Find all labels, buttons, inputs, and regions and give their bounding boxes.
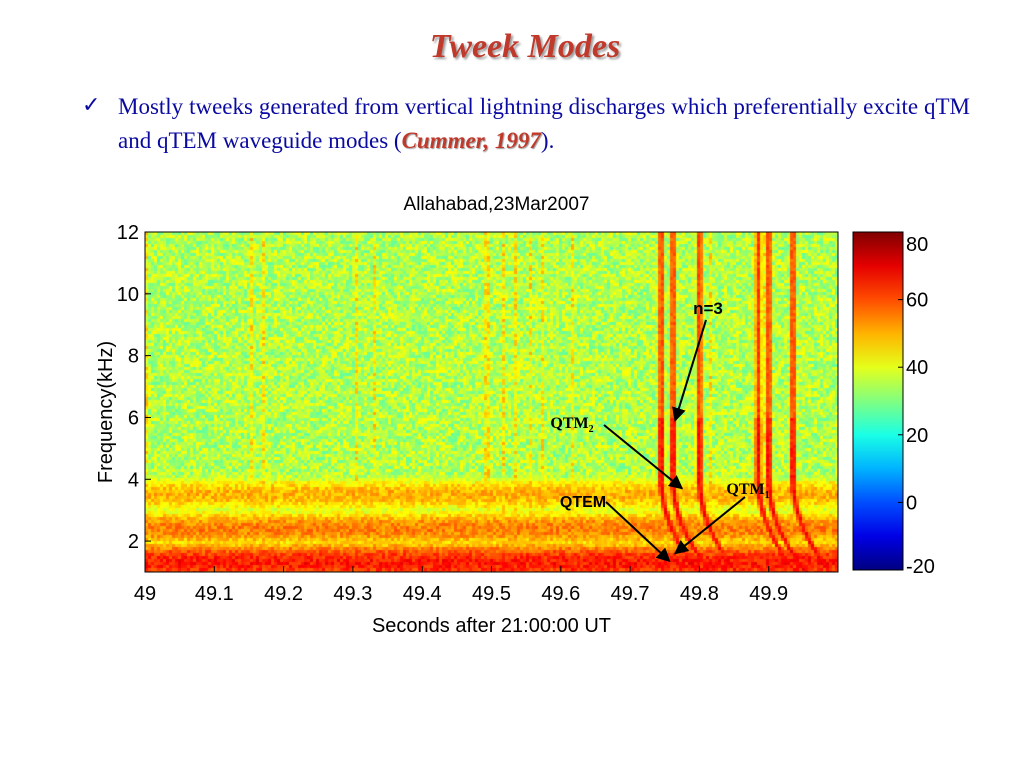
annotation-label: QTM1 bbox=[726, 481, 769, 501]
checkmark-icon: ✓ bbox=[82, 92, 101, 117]
y-tick-label: 10 bbox=[117, 284, 139, 306]
annotation-arrow bbox=[674, 496, 746, 555]
spectrogram-image bbox=[145, 232, 838, 572]
colorbar-tick-label: 20 bbox=[906, 425, 928, 447]
x-tick-label: 49 bbox=[134, 583, 156, 605]
x-tick-label: 49.4 bbox=[403, 583, 442, 605]
colorbar-tick-label: 40 bbox=[906, 357, 928, 379]
x-axis-label: Seconds after 21:00:00 UT bbox=[372, 615, 611, 637]
citation: Cummer, 1997 bbox=[401, 128, 541, 153]
y-tick-label: 6 bbox=[128, 407, 139, 429]
x-tick-label: 49.5 bbox=[472, 583, 511, 605]
x-tick-label: 49.3 bbox=[333, 583, 372, 605]
x-tick-label: 49.6 bbox=[541, 583, 580, 605]
colorbar-tick-label: 60 bbox=[906, 290, 928, 312]
slide-title: Tweek Modes bbox=[429, 28, 621, 65]
x-tick-label: 49.2 bbox=[264, 583, 303, 605]
y-tick-label: 2 bbox=[128, 531, 139, 553]
y-axis-label: Frequency(kHz) bbox=[95, 341, 117, 483]
bullet-end: ). bbox=[540, 128, 555, 153]
annotation-arrow bbox=[672, 319, 707, 422]
annotation-arrow bbox=[603, 424, 684, 490]
colorbar-tick-label: 80 bbox=[906, 234, 928, 256]
annotation-arrow bbox=[605, 501, 671, 563]
colorbar-tick-label: 0 bbox=[906, 492, 917, 514]
y-tick-label: 8 bbox=[128, 346, 139, 368]
y-tick-label: 4 bbox=[128, 469, 139, 491]
annotation-label: n=3 bbox=[693, 299, 723, 318]
colorbar bbox=[852, 231, 904, 571]
x-tick-label: 49.1 bbox=[195, 583, 234, 605]
x-tick-label: 49.8 bbox=[680, 583, 719, 605]
x-tick-label: 49.9 bbox=[749, 583, 788, 605]
x-tick-label: 49.7 bbox=[611, 583, 650, 605]
annotation-label: QTM2 bbox=[550, 415, 593, 435]
annotation-label: QTEM bbox=[560, 494, 606, 511]
bullet-text: Mostly tweeks generated from vertical li… bbox=[118, 94, 970, 153]
y-tick-label: 12 bbox=[117, 222, 139, 244]
colorbar-tick-label: -20 bbox=[906, 556, 935, 578]
bullet-paragraph: Mostly tweeks generated from vertical li… bbox=[118, 90, 970, 158]
chart-title: Allahabad,23Mar2007 bbox=[404, 194, 590, 215]
